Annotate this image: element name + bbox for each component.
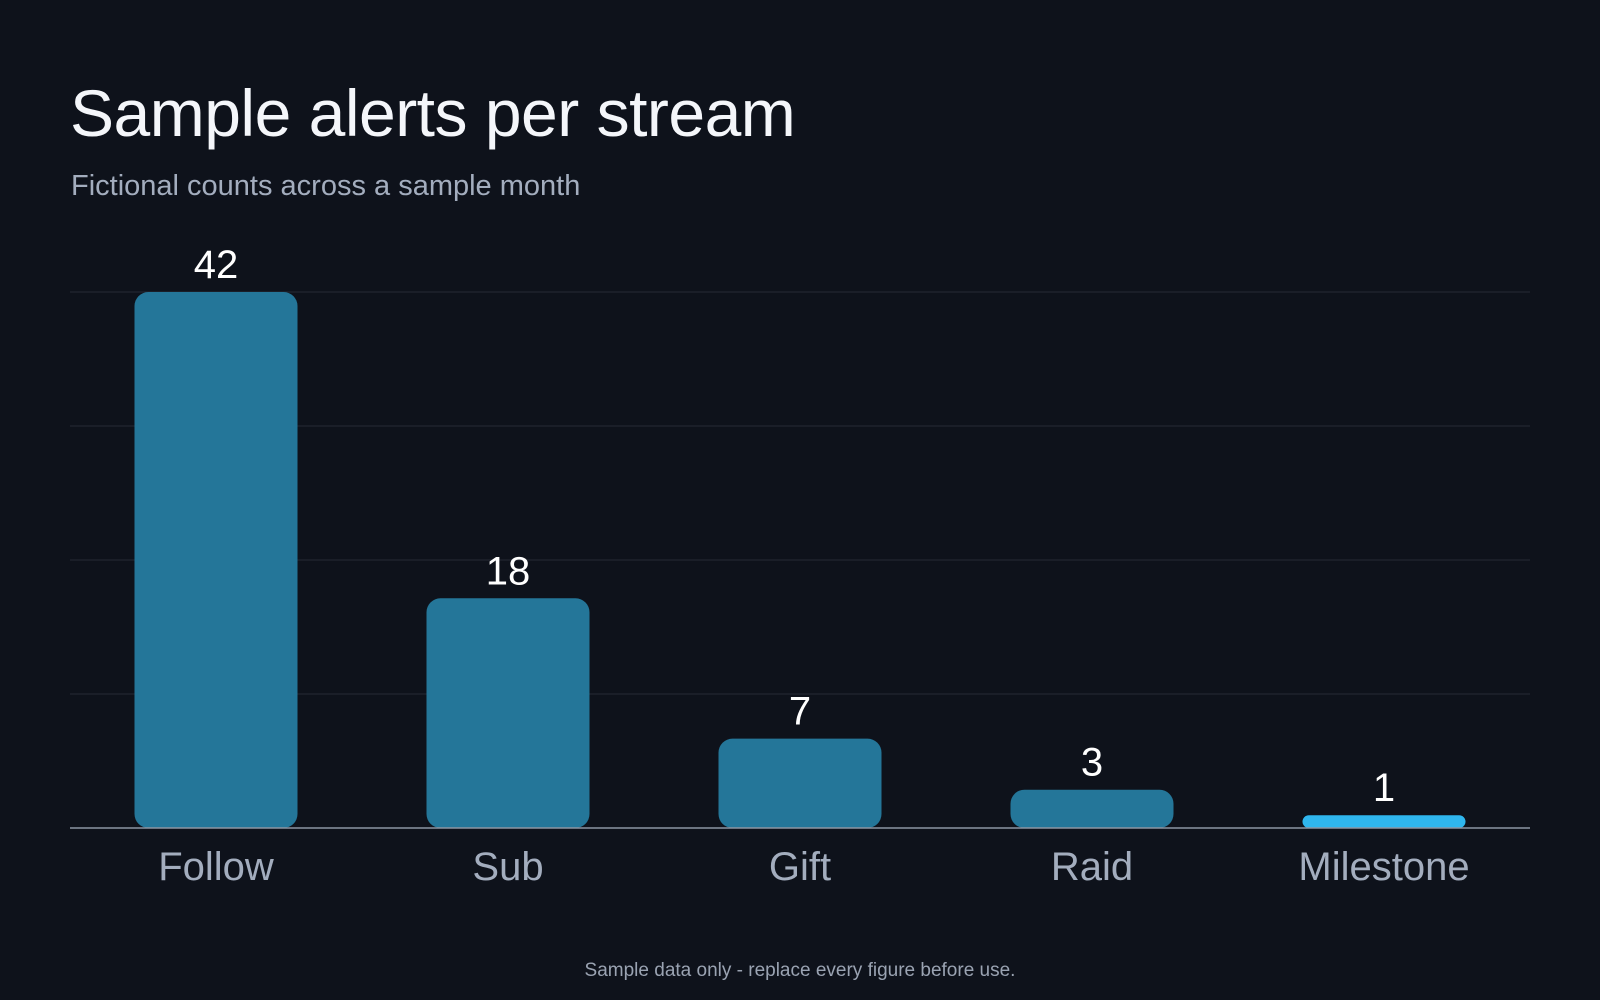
footnote: Sample data only - replace every figure … — [584, 960, 1016, 981]
bar-sub — [426, 598, 590, 828]
bar-milestone — [1302, 815, 1466, 828]
category-label-follow: Follow — [158, 845, 274, 889]
value-label-follow: 42 — [194, 243, 239, 287]
category-label-sub: Sub — [472, 845, 543, 889]
value-label-gift: 7 — [789, 690, 811, 734]
category-label-raid: Raid — [1051, 845, 1133, 889]
bar-gift — [718, 738, 882, 828]
category-label-gift: Gift — [769, 845, 831, 889]
value-label-sub: 18 — [486, 549, 531, 593]
chart-title: Sample alerts per stream — [70, 76, 796, 150]
value-label-raid: 3 — [1081, 741, 1103, 785]
category-label-milestone: Milestone — [1298, 845, 1469, 889]
bar-raid — [1010, 789, 1174, 828]
value-label-milestone: 1 — [1373, 766, 1395, 810]
bar-follow — [134, 292, 298, 828]
chart-subtitle: Fictional counts across a sample month — [71, 170, 581, 202]
